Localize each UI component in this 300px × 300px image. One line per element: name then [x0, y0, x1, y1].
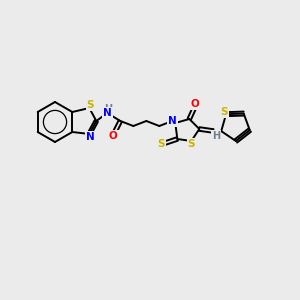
Text: N: N — [168, 116, 177, 126]
Text: N: N — [86, 132, 95, 142]
Text: N: N — [103, 108, 112, 118]
Text: O: O — [109, 131, 118, 141]
Text: S: S — [220, 107, 228, 117]
Text: S: S — [158, 139, 165, 149]
Text: S: S — [188, 139, 195, 149]
Text: H: H — [212, 131, 220, 141]
Text: O: O — [191, 99, 200, 109]
Text: S: S — [87, 100, 94, 110]
Text: H: H — [104, 104, 112, 114]
